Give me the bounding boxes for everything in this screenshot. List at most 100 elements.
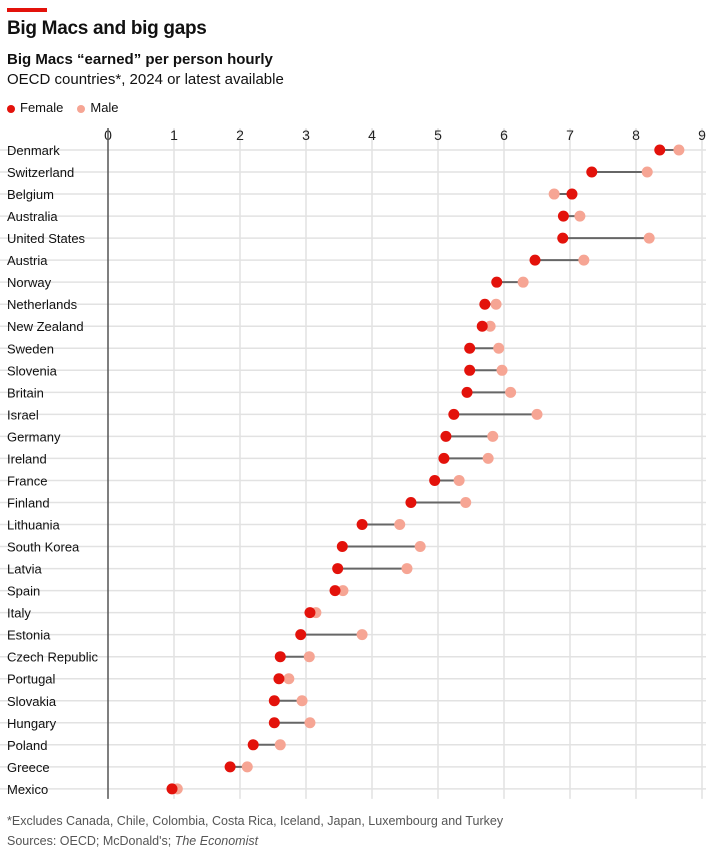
- category-label: Britain: [7, 385, 44, 400]
- category-label: Mexico: [7, 782, 48, 797]
- male-point: [460, 496, 472, 508]
- male-point: [304, 717, 316, 729]
- category-label: Slovakia: [7, 694, 57, 709]
- category-label: Estonia: [7, 628, 51, 643]
- female-point: [274, 651, 286, 663]
- category-label: Netherlands: [7, 297, 78, 312]
- male-point: [401, 563, 413, 575]
- female-point: [329, 585, 341, 597]
- sources: Sources: OECD; McDonald's; The Economist: [7, 834, 258, 848]
- legend-male-label: Male: [90, 100, 119, 115]
- category-label: France: [7, 473, 47, 488]
- male-point: [484, 320, 496, 332]
- category-label: Lithuania: [7, 518, 61, 533]
- category-label: Czech Republic: [7, 650, 99, 665]
- female-point: [247, 739, 259, 751]
- male-point: [394, 519, 406, 531]
- male-point: [453, 474, 465, 486]
- male-point: [531, 408, 543, 420]
- category-label: Ireland: [7, 451, 47, 466]
- male-point: [578, 254, 590, 266]
- x-tick-label: 5: [434, 127, 442, 143]
- male-point: [505, 386, 517, 398]
- female-point: [476, 320, 488, 332]
- male-point: [673, 144, 685, 156]
- female-point: [438, 452, 450, 464]
- x-tick-label: 4: [368, 127, 376, 143]
- female-point: [464, 364, 476, 376]
- category-label: Portugal: [7, 672, 56, 687]
- category-label: Poland: [7, 738, 47, 753]
- female-point: [557, 210, 569, 222]
- male-dot-icon: [77, 104, 86, 113]
- category-label: Belgium: [7, 187, 54, 202]
- male-point: [517, 276, 529, 288]
- legend-female-label: Female: [20, 100, 64, 115]
- x-tick-label: 2: [236, 127, 244, 143]
- female-point: [566, 188, 578, 200]
- category-label: Slovenia: [7, 363, 58, 378]
- male-point: [414, 541, 426, 553]
- female-point: [464, 342, 476, 354]
- legend-male: Male: [77, 100, 119, 115]
- female-point: [479, 298, 491, 310]
- male-point: [643, 232, 655, 244]
- male-point: [493, 342, 505, 354]
- accent-bar: [7, 8, 47, 12]
- x-tick-label: 3: [302, 127, 310, 143]
- male-point: [337, 585, 349, 597]
- male-point: [482, 452, 494, 464]
- male-point: [283, 673, 295, 685]
- female-point: [224, 761, 236, 773]
- female-point: [491, 276, 503, 288]
- legend-female: Female: [7, 100, 63, 115]
- female-point: [461, 386, 473, 398]
- male-point: [641, 166, 653, 178]
- category-label: Germany: [7, 429, 61, 444]
- chart-subtitle: Big Macs “earned” per person hourly: [7, 51, 273, 68]
- female-point: [586, 166, 598, 178]
- male-point: [548, 188, 560, 200]
- female-point: [440, 430, 452, 442]
- x-tick-label: 9: [698, 127, 706, 143]
- category-label: South Korea: [7, 540, 80, 555]
- male-point: [490, 298, 502, 310]
- female-point: [295, 629, 307, 641]
- category-label: Greece: [7, 760, 50, 775]
- female-point: [273, 673, 285, 685]
- category-label: Israel: [7, 407, 39, 422]
- chart-title: Big Macs and big gaps: [7, 18, 207, 39]
- male-point: [241, 761, 253, 773]
- legend: Female Male: [7, 100, 119, 115]
- sources-prefix: Sources: OECD; McDonald's;: [7, 834, 175, 848]
- x-tick-label: 1: [170, 127, 178, 143]
- x-tick-label: 6: [500, 127, 508, 143]
- category-label: Austria: [7, 253, 48, 268]
- female-point: [166, 783, 178, 795]
- female-point: [448, 408, 460, 420]
- female-point: [654, 144, 666, 156]
- category-label: Switzerland: [7, 165, 74, 180]
- category-label: Australia: [7, 209, 58, 224]
- female-dot-icon: [7, 104, 15, 113]
- category-label: Hungary: [7, 716, 57, 731]
- male-point: [303, 651, 315, 663]
- category-label: United States: [7, 231, 86, 246]
- male-point: [356, 629, 368, 641]
- x-tick-label: 8: [632, 127, 640, 143]
- category-label: Norway: [7, 275, 52, 290]
- male-point: [496, 364, 508, 376]
- male-point: [296, 695, 308, 707]
- x-tick-label: 7: [566, 127, 574, 143]
- category-label: Finland: [7, 495, 50, 510]
- female-point: [356, 519, 368, 531]
- female-point: [336, 541, 348, 553]
- category-label: Spain: [7, 584, 40, 599]
- female-point: [557, 232, 569, 244]
- category-label: Denmark: [7, 143, 60, 158]
- chart-subtitle-2: OECD countries*, 2024 or latest availabl…: [7, 71, 284, 88]
- male-point: [274, 739, 286, 751]
- female-point: [304, 607, 316, 619]
